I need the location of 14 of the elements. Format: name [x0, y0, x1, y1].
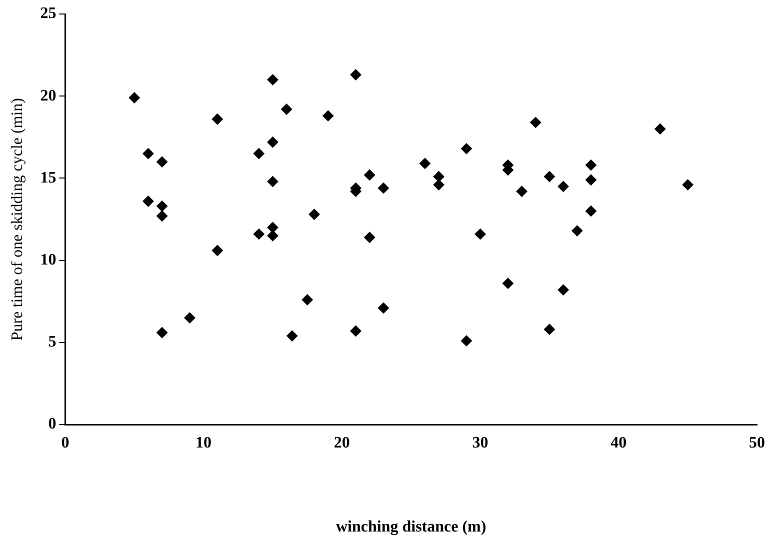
x-tick-label: 20 — [334, 434, 350, 452]
x-tick-label: 0 — [61, 434, 70, 452]
y-tick-label: 5 — [48, 334, 56, 351]
x-tick-label: 40 — [610, 434, 627, 452]
x-axis-title: winching distance (m) — [336, 518, 486, 536]
x-tick-label: 30 — [472, 434, 488, 452]
y-tick-label: 10 — [40, 252, 56, 268]
y-tick-label: 0 — [48, 416, 56, 433]
y-axis-title: Pure time of one skidding cycle (min) — [8, 98, 26, 341]
y-tick-label: 25 — [40, 5, 56, 22]
y-tick-label: 20 — [40, 87, 56, 104]
x-tick-label: 10 — [196, 434, 212, 452]
x-tick-label: 50 — [749, 434, 765, 452]
y-tick-label: 15 — [40, 169, 56, 186]
